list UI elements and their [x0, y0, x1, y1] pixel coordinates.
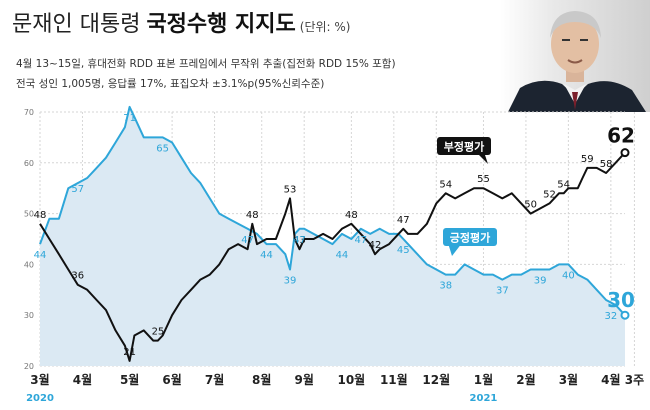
x-month-label: 3월 — [30, 372, 49, 387]
negative-data-label: 48 — [34, 210, 47, 221]
positive-series-label: 긍정평가 — [450, 231, 490, 245]
y-tick-label: 70 — [24, 108, 34, 117]
x-month-label: 9월 — [294, 372, 313, 387]
x-month-label: 10월 — [337, 372, 365, 387]
positive-data-label: 47 — [354, 235, 367, 246]
x-month-label: 8월 — [252, 372, 271, 387]
x-month-label: 3주 — [625, 373, 644, 387]
x-month-label: 7월 — [205, 372, 224, 387]
positive-data-label: 44 — [336, 250, 349, 261]
negative-data-label: 25 — [152, 327, 165, 338]
negative-data-label: 54 — [557, 179, 570, 190]
positive-data-label: 65 — [156, 143, 169, 154]
positive-line — [39, 105, 626, 316]
title-bold: 국정수행 지지도 — [146, 12, 296, 37]
negative-data-label: 48 — [345, 210, 358, 221]
x-month-label: 2월 — [516, 372, 535, 387]
positive-data-label: 38 — [439, 281, 452, 292]
x-month-label: 1월 — [474, 372, 493, 387]
positive-label-pointer — [448, 243, 462, 256]
negative-data-label: 42 — [369, 240, 382, 251]
positive-data-label: 30 — [607, 288, 635, 312]
x-year-label: 2021 — [470, 393, 498, 404]
title-unit: (단위: %) — [299, 20, 351, 34]
x-month-label: 4월 — [73, 372, 92, 387]
negative-data-label: 54 — [439, 179, 452, 190]
negative-data-label: 36 — [71, 271, 84, 282]
y-tick-label: 60 — [24, 159, 34, 168]
negative-data-label: 58 — [600, 159, 613, 170]
negative-data-label: 59 — [581, 154, 594, 165]
positive-data-label: 32 — [604, 311, 617, 322]
positive-data-label: 44 — [260, 250, 273, 261]
positive-data-label: 47 — [241, 235, 254, 246]
negative-data-label: 21 — [123, 347, 136, 358]
y-tick-label: 20 — [24, 362, 34, 371]
negative-data-label: 47 — [397, 215, 410, 226]
positive-data-label: 44 — [34, 250, 47, 261]
line-layer — [39, 105, 630, 362]
negative-series-box — [437, 137, 491, 155]
x-month-label: 11월 — [380, 372, 408, 387]
end-point-marker — [620, 310, 630, 320]
title-light: 문재인 대통령 — [12, 12, 141, 37]
y-tick-label: 30 — [24, 311, 34, 320]
negative-data-label: 53 — [284, 184, 297, 195]
survey-info-line1: 4월 13~15일, 휴대전화 RDD 표본 프레임에서 무작위 추출(집전화 … — [16, 58, 396, 70]
negative-data-label: 43 — [293, 235, 306, 246]
positive-data-label: 57 — [71, 184, 84, 195]
negative-data-label: 52 — [543, 189, 556, 200]
positive-data-label: 47 — [293, 235, 306, 246]
positive-data-label: 39 — [534, 275, 547, 286]
positive-data-label: 71 — [123, 113, 136, 124]
negative-line — [39, 151, 626, 362]
area-layer — [40, 106, 625, 367]
negative-series-label: 부정평가 — [444, 140, 484, 154]
x-month-label: 3월 — [559, 372, 578, 387]
x-year-label: 2020 — [26, 393, 54, 404]
x-month-label: 12월 — [422, 372, 450, 387]
positive-data-label: 37 — [496, 286, 509, 297]
positive-data-label: 40 — [562, 270, 575, 281]
positive-series-box — [443, 228, 497, 246]
positive-area — [40, 106, 625, 367]
x-month-label: 4월 — [601, 372, 620, 387]
chart-title: 문재인 대통령 국정수행 지지도 (단위: %) — [12, 6, 351, 38]
positive-data-label: 39 — [284, 275, 297, 286]
positive-data-label: 45 — [397, 245, 410, 256]
president-portrait — [500, 0, 650, 112]
y-tick-label: 50 — [24, 210, 34, 219]
end-point-marker — [620, 148, 630, 158]
negative-data-label: 50 — [524, 200, 537, 211]
survey-info-line2: 전국 성인 1,005명, 응답률 17%, 표집오차 ±3.1%p(95%신뢰… — [16, 78, 325, 90]
y-tick-label: 40 — [24, 260, 34, 269]
negative-data-label: 62 — [607, 124, 635, 148]
x-month-label: 6월 — [162, 372, 181, 387]
negative-data-label: 48 — [246, 210, 259, 221]
x-month-label: 5월 — [120, 372, 139, 387]
negative-data-label: 55 — [477, 174, 490, 185]
